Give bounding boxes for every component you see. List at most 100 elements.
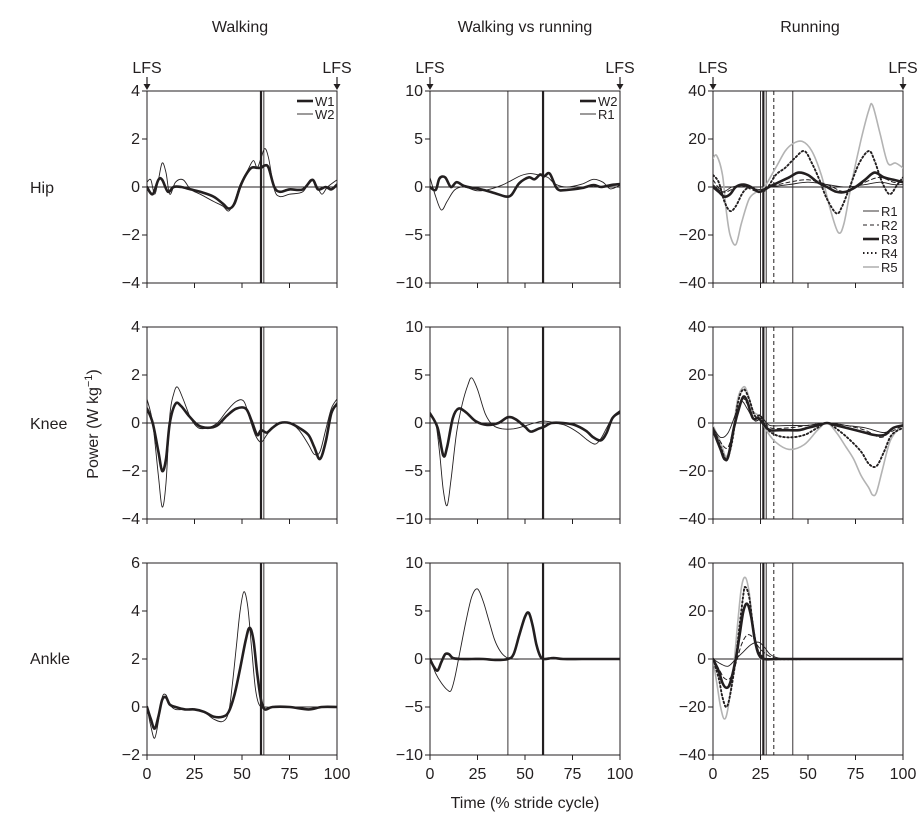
series-group bbox=[430, 588, 620, 693]
x-tick-label: 50 bbox=[233, 766, 251, 783]
y-tick-label: −5 bbox=[405, 463, 423, 480]
series-line-r3 bbox=[713, 395, 903, 462]
series-group bbox=[147, 386, 337, 508]
series-line-r1 bbox=[430, 173, 620, 211]
lfs-label-end: LFS bbox=[605, 60, 634, 77]
y-tick-label: 20 bbox=[688, 603, 706, 620]
x-tick-label: 100 bbox=[607, 766, 634, 783]
y-tick-label: 0 bbox=[414, 651, 423, 668]
y-tick-label: 0 bbox=[414, 179, 423, 196]
x-tick-label: 25 bbox=[469, 766, 487, 783]
x-tick-label: 100 bbox=[890, 766, 917, 783]
series-line-r2 bbox=[713, 397, 903, 449]
y-tick-label: 0 bbox=[414, 415, 423, 432]
series-line-w2 bbox=[430, 407, 620, 458]
series-line-w2 bbox=[147, 386, 337, 508]
series-line-r5 bbox=[713, 102, 903, 246]
lfs-label-end: LFS bbox=[322, 60, 351, 77]
series-line-r4 bbox=[713, 388, 903, 468]
panel-walking-vs-running-knee: −10 −5 0 5 10 bbox=[396, 319, 621, 528]
y-tick-label: −20 bbox=[679, 463, 706, 480]
lfs-arrow-head bbox=[616, 84, 624, 90]
legend-label-r3: R3 bbox=[881, 232, 898, 247]
series-line-r1 bbox=[430, 377, 620, 507]
lfs-arrow-head bbox=[709, 84, 717, 90]
series-line-w2 bbox=[430, 611, 620, 672]
y-tick-label: 0 bbox=[131, 699, 140, 716]
lfs-label-start: LFS bbox=[698, 60, 727, 77]
y-tick-label: −40 bbox=[679, 275, 706, 292]
y-tick-label: 5 bbox=[414, 131, 423, 148]
panel-running-ankle: −40 −20 0 20 40 0 25 50 75 100 bbox=[679, 555, 917, 783]
y-axis-label-close: ) bbox=[85, 369, 102, 374]
lfs-arrow-head bbox=[143, 84, 151, 90]
legend-label-r5: R5 bbox=[881, 260, 898, 275]
y-tick-label: 5 bbox=[414, 367, 423, 384]
y-tick-label: −10 bbox=[396, 747, 423, 764]
series-group bbox=[430, 377, 620, 507]
series-line-r4 bbox=[713, 150, 903, 215]
y-tick-label: 2 bbox=[131, 367, 140, 384]
panel-walking-knee: −4 −2 0 2 4 bbox=[122, 319, 338, 528]
legend-label-r2: R2 bbox=[881, 218, 898, 233]
row-label-ankle: Ankle bbox=[30, 651, 70, 668]
panel-running-knee: −40 −20 0 20 40 bbox=[679, 319, 904, 528]
legend-label-w2: W2 bbox=[315, 107, 335, 122]
y-tick-label: 4 bbox=[131, 319, 140, 336]
y-tick-label: 0 bbox=[131, 179, 140, 196]
y-tick-label: 6 bbox=[131, 555, 140, 572]
y-tick-label: 10 bbox=[405, 555, 423, 572]
series-line-w2 bbox=[147, 591, 337, 739]
y-tick-label: −5 bbox=[405, 227, 423, 244]
series-group bbox=[713, 576, 903, 720]
y-tick-label: 20 bbox=[688, 131, 706, 148]
series-line-r1 bbox=[430, 588, 620, 693]
y-tick-label: 40 bbox=[688, 319, 706, 336]
row-label-knee: Knee bbox=[30, 416, 67, 433]
y-tick-label: −4 bbox=[122, 275, 140, 292]
series-group bbox=[713, 385, 903, 497]
y-tick-label: −40 bbox=[679, 511, 706, 528]
column-title-walking-vs-running: Walking vs running bbox=[458, 19, 593, 36]
series-group bbox=[147, 148, 337, 212]
y-tick-label: −10 bbox=[396, 275, 423, 292]
y-tick-label: 10 bbox=[405, 319, 423, 336]
x-tick-label: 25 bbox=[186, 766, 204, 783]
y-tick-label: 2 bbox=[131, 651, 140, 668]
y-tick-label: −20 bbox=[679, 699, 706, 716]
y-tick-label: 0 bbox=[697, 179, 706, 196]
lfs-arrow-head bbox=[899, 84, 907, 90]
series-line-r5 bbox=[713, 385, 903, 497]
series-line-w2 bbox=[430, 171, 620, 198]
series-group bbox=[430, 171, 620, 211]
series-line-r2 bbox=[713, 634, 903, 681]
y-tick-label: 40 bbox=[688, 555, 706, 572]
y-tick-label: 0 bbox=[697, 415, 706, 432]
x-tick-label: 50 bbox=[516, 766, 534, 783]
series-line-w2 bbox=[147, 148, 337, 212]
y-tick-label: −2 bbox=[122, 463, 140, 480]
legend-label-r1: R1 bbox=[598, 107, 615, 122]
lfs-label-start: LFS bbox=[132, 60, 161, 77]
x-tick-label: 25 bbox=[752, 766, 770, 783]
y-tick-label: 2 bbox=[131, 131, 140, 148]
y-axis-label: Power (W kg−1) bbox=[83, 369, 102, 478]
lfs-label-end: LFS bbox=[888, 60, 917, 77]
x-tick-label: 100 bbox=[324, 766, 351, 783]
lfs-arrow-head bbox=[426, 84, 434, 90]
x-tick-label: 0 bbox=[709, 766, 718, 783]
y-tick-label: −2 bbox=[122, 227, 140, 244]
y-tick-label: 40 bbox=[688, 83, 706, 100]
column-title-walking: Walking bbox=[212, 19, 268, 36]
legend-label-r1: R1 bbox=[881, 204, 898, 219]
x-tick-label: 50 bbox=[799, 766, 817, 783]
y-tick-label: 0 bbox=[131, 415, 140, 432]
x-tick-label: 0 bbox=[143, 766, 152, 783]
